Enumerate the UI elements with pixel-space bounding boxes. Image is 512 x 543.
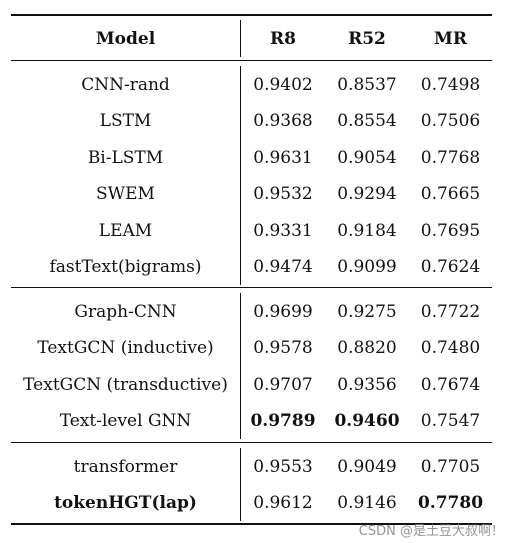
row-r8-value: 0.9789: [250, 411, 316, 431]
top-rule: [11, 14, 492, 16]
header-rule: [11, 60, 492, 61]
row-r52-value: 0.9184: [337, 221, 397, 241]
row-r8-value: 0.9631: [253, 148, 313, 168]
row-r52-value: 0.9146: [337, 493, 397, 513]
row-r52-value: 0.9460: [334, 411, 400, 431]
row-r52-value: 0.9099: [337, 257, 397, 277]
row-mr-value: 0.7547: [420, 411, 481, 431]
row-mr-value: 0.7705: [420, 457, 481, 477]
row-r8-value: 0.9612: [253, 493, 313, 513]
row-r8-value: 0.9402: [253, 75, 313, 95]
header-model: Model: [95, 29, 156, 49]
row-mr-value: 0.7624: [420, 257, 481, 277]
row-model-name: tokenHGT(lap): [54, 493, 197, 513]
row-mr-value: 0.7665: [420, 184, 481, 204]
row-mr-value: 0.7480: [420, 338, 481, 358]
row-r8-value: 0.9368: [253, 111, 313, 131]
row-mr-value: 0.7780: [417, 493, 484, 513]
row-mr-value: 0.7768: [420, 148, 481, 168]
watermark: CSDN @是土豆大叔啊！: [358, 524, 504, 539]
row-r8-value: 0.9578: [253, 338, 313, 358]
row-r8-value: 0.9331: [253, 221, 313, 241]
bottom-rule: [11, 523, 492, 525]
header-r8: R8: [270, 29, 296, 49]
column-divider: [240, 293, 241, 439]
header-mr: MR: [434, 29, 467, 49]
row-model-name: CNN-rand: [81, 75, 170, 95]
row-model-name: Graph-CNN: [74, 302, 177, 322]
column-divider: [240, 448, 241, 521]
row-model-name: TextGCN (inductive): [37, 338, 214, 358]
row-r8-value: 0.9474: [253, 257, 313, 277]
row-mr-value: 0.7722: [420, 302, 481, 322]
row-model-name: transformer: [73, 457, 178, 477]
column-divider: [240, 66, 241, 285]
row-model-name: LEAM: [98, 221, 153, 241]
row-model-name: TextGCN (transductive): [23, 375, 228, 395]
row-model-name: Bi-LSTM: [87, 148, 164, 168]
row-r8-value: 0.9532: [253, 184, 313, 204]
row-r52-value: 0.9275: [337, 302, 397, 322]
row-r52-value: 0.8537: [337, 75, 397, 95]
row-model-name: LSTM: [99, 111, 152, 131]
row-r52-value: 0.8554: [337, 111, 397, 131]
row-r52-value: 0.9049: [337, 457, 397, 477]
row-r52-value: 0.9054: [337, 148, 397, 168]
row-mr-value: 0.7506: [420, 111, 481, 131]
group-rule: [11, 287, 492, 288]
row-r8-value: 0.9553: [253, 457, 313, 477]
row-model-name: Text-level GNN: [59, 411, 192, 431]
header-r52: R52: [348, 29, 386, 49]
row-r52-value: 0.9294: [337, 184, 397, 204]
group-rule: [11, 442, 492, 443]
header-column-divider: [240, 20, 241, 57]
row-model-name: SWEM: [96, 184, 155, 204]
row-r52-value: 0.8820: [337, 338, 397, 358]
row-mr-value: 0.7498: [420, 75, 481, 95]
row-r8-value: 0.9707: [253, 375, 313, 395]
row-mr-value: 0.7674: [420, 375, 481, 395]
row-r8-value: 0.9699: [253, 302, 313, 322]
row-mr-value: 0.7695: [420, 221, 481, 241]
row-model-name: fastText(bigrams): [49, 257, 202, 277]
row-r52-value: 0.9356: [337, 375, 397, 395]
